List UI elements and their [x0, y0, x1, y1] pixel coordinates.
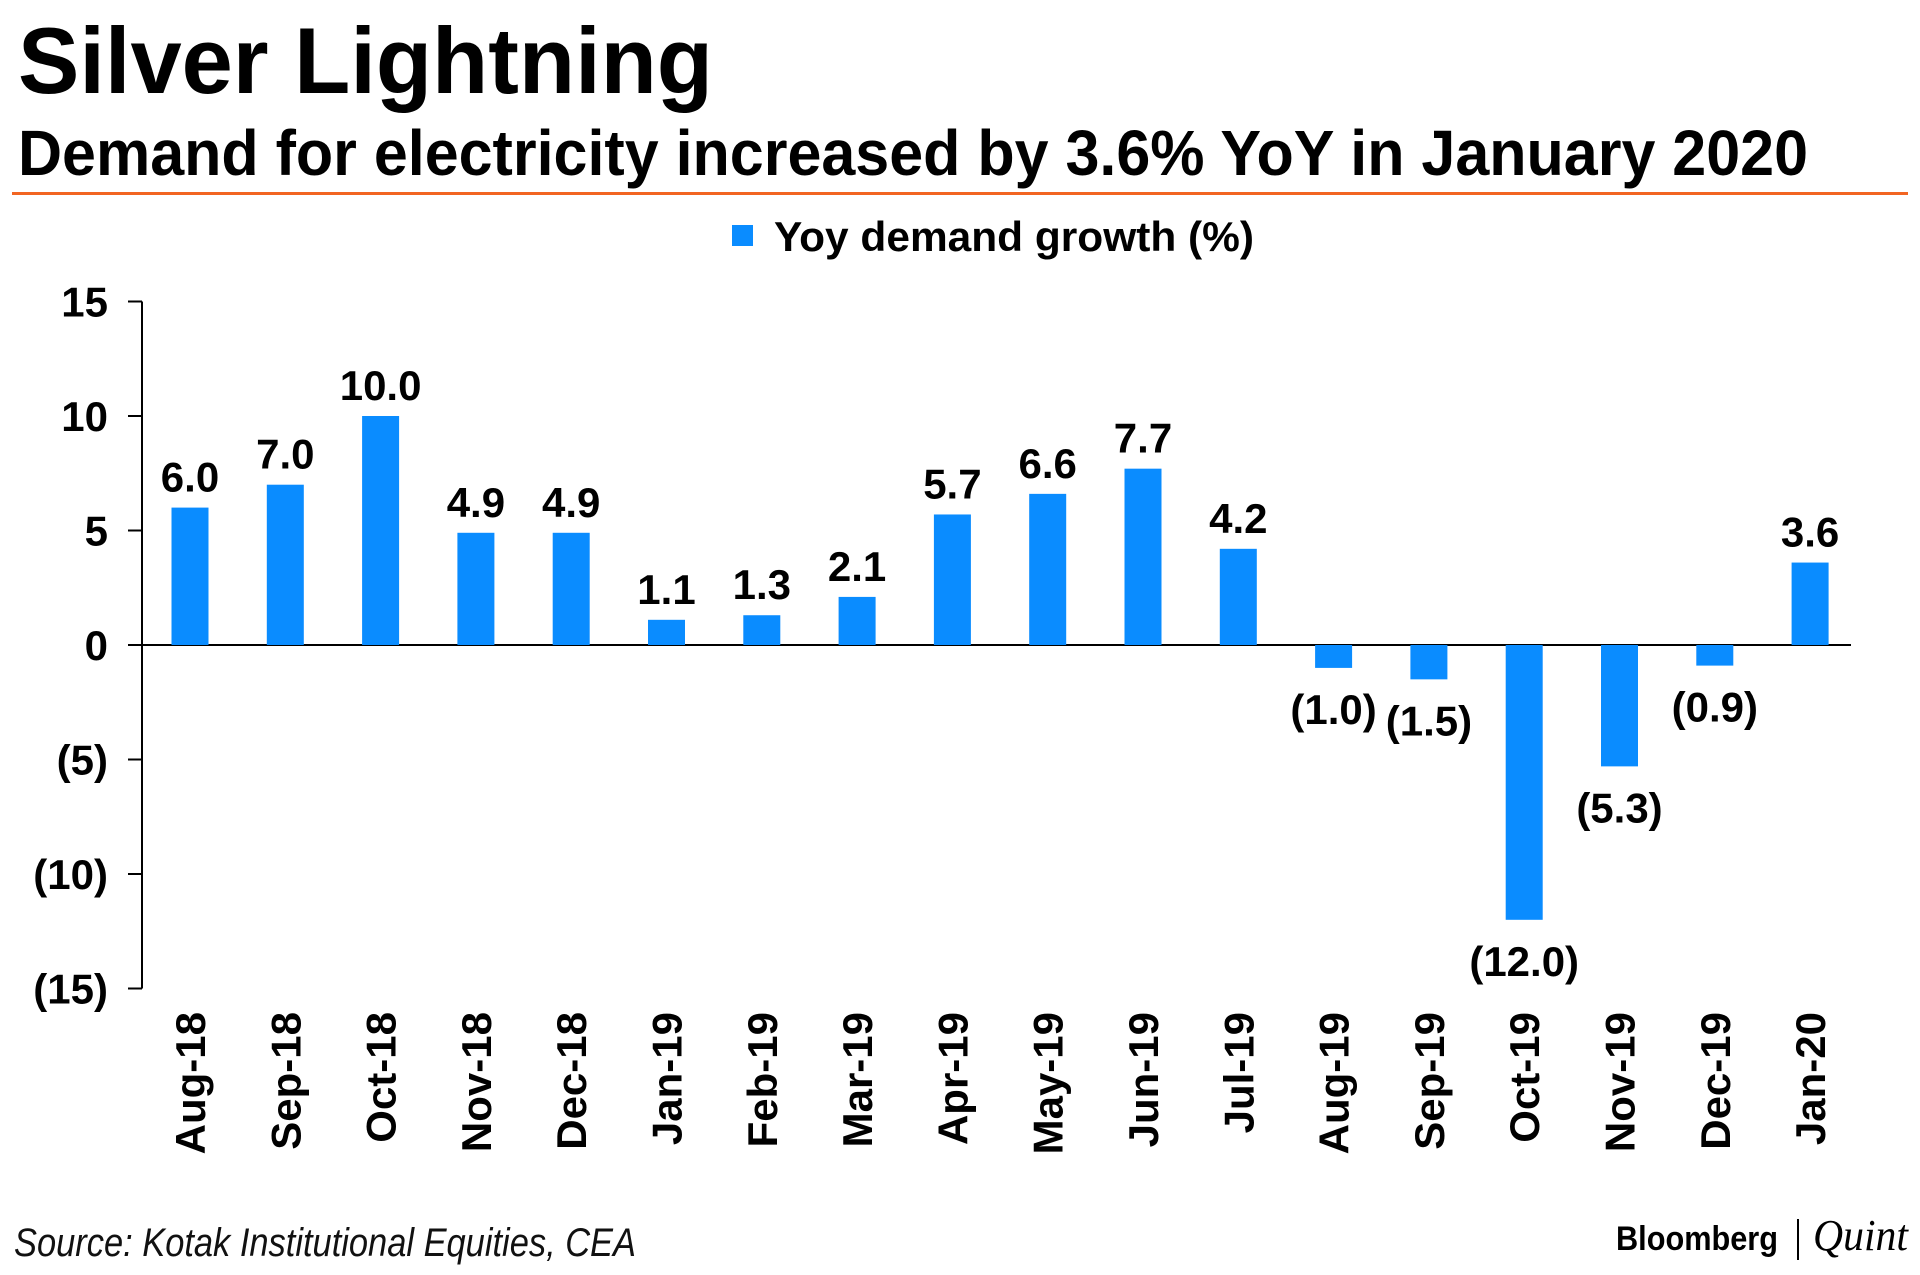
data-label: (1.0)	[1290, 686, 1376, 733]
bar-jul-19	[1219, 548, 1257, 645]
x-tick-label: Aug-19	[1311, 1012, 1358, 1154]
data-label: 6.0	[161, 454, 219, 501]
y-tick-label: (5)	[57, 737, 108, 784]
data-label: 4.9	[542, 479, 600, 526]
x-tick-label: May-19	[1025, 1012, 1072, 1154]
logo-quint: Quint	[1813, 1211, 1910, 1260]
x-tick-label: Jan-20	[1787, 1012, 1834, 1145]
x-tick-label: Jul-19	[1215, 1012, 1262, 1133]
data-label: 7.7	[1114, 415, 1172, 462]
x-tick-label: Aug-18	[167, 1012, 214, 1154]
logo-separator	[1797, 1219, 1799, 1260]
x-tick-label: Mar-19	[834, 1012, 881, 1147]
data-label: 7.0	[256, 431, 314, 478]
data-label: 6.6	[1019, 440, 1077, 487]
bar-nov-18	[457, 532, 495, 645]
legend-label: Yoy demand growth (%)	[774, 213, 1254, 260]
bar-jan-20	[1791, 562, 1829, 645]
source-note: Source: Kotak Institutional Equities, CE…	[14, 1221, 636, 1265]
bar-dec-19	[1696, 645, 1734, 666]
data-label: 5.7	[923, 460, 981, 507]
axes: 15 10 5 0 (5) (10) (15)	[33, 279, 1851, 1013]
x-tick-label: Dec-18	[548, 1012, 595, 1150]
data-label: (0.9)	[1672, 684, 1758, 731]
bar-sep-19	[1410, 645, 1448, 680]
data-label: 3.6	[1781, 509, 1839, 556]
x-tick-label: Oct-19	[1501, 1012, 1548, 1143]
y-tick-label: 10	[61, 393, 108, 440]
x-tick-label: Sep-18	[262, 1012, 309, 1150]
x-tick-label: Oct-18	[358, 1012, 405, 1143]
bar-apr-19	[933, 514, 971, 645]
bar-aug-18	[171, 507, 209, 645]
bar-feb-19	[743, 615, 781, 645]
bar-oct-19	[1505, 645, 1543, 920]
x-tick-label: Nov-19	[1597, 1012, 1644, 1152]
x-tick-label: Jan-19	[644, 1012, 691, 1145]
bar-oct-18	[362, 416, 400, 645]
data-label: 2.1	[828, 543, 886, 590]
data-label: (12.0)	[1469, 938, 1579, 985]
bar-dec-18	[552, 532, 590, 645]
x-tick-label: Sep-19	[1406, 1012, 1453, 1150]
x-tick-label: Feb-19	[739, 1012, 786, 1147]
y-tick-label: (15)	[33, 966, 108, 1013]
x-tick-label: Apr-19	[929, 1012, 976, 1145]
data-label: 1.1	[637, 566, 695, 613]
data-label: 10.0	[340, 362, 422, 409]
bloomberg-quint-logo: Bloomberg Quint	[1616, 1211, 1910, 1260]
x-tick-labels: Aug-18 Sep-18 Oct-18 Nov-18 Dec-18 Jan-19 Feb-…	[167, 1012, 1834, 1154]
logo-bloomberg: Bloomberg	[1616, 1220, 1778, 1258]
x-tick-label: Dec-19	[1692, 1012, 1739, 1150]
bar-nov-19	[1601, 645, 1638, 767]
chart-subtitle: Demand for electricity increased by 3.6%…	[18, 117, 1808, 189]
data-label: (1.5)	[1386, 697, 1472, 744]
chart-title: Silver Lightning	[18, 8, 713, 113]
y-tick-label: (10)	[33, 851, 108, 898]
y-tick-label: 0	[85, 622, 108, 669]
bar-jun-19	[1124, 468, 1162, 645]
x-tick-label: Nov-18	[453, 1012, 500, 1152]
y-tick-label: 5	[85, 508, 108, 555]
x-tick-label: Jun-19	[1120, 1012, 1167, 1147]
data-label: (5.3)	[1576, 784, 1662, 831]
title-divider	[12, 192, 1908, 195]
bar-may-19	[1029, 493, 1067, 645]
bar-sep-18	[266, 484, 304, 645]
bar-aug-19	[1315, 645, 1353, 668]
bars	[171, 416, 1829, 920]
bar-mar-19	[838, 596, 876, 645]
data-label: 4.9	[447, 479, 505, 526]
data-labels: 6.0 7.0 10.0 4.9 4.9 1.1 1.3 2.1 5.7 6.6 7.7 4.2 (1.…	[161, 362, 1839, 985]
data-label: 1.3	[733, 561, 791, 608]
bar-jan-19	[648, 619, 685, 645]
legend-swatch	[732, 225, 753, 246]
y-tick-label: 15	[61, 279, 108, 326]
data-label: 4.2	[1209, 495, 1267, 542]
